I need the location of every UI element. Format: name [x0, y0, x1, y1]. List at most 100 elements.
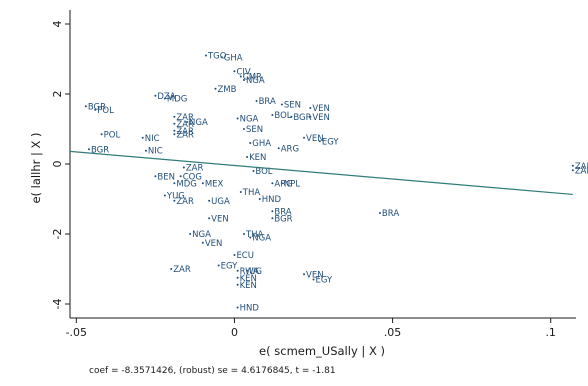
scatter-point — [87, 148, 90, 151]
point-label: BRA — [382, 209, 399, 219]
point-label: KEN — [240, 281, 257, 291]
scatter-point — [204, 54, 207, 57]
scatter-point — [236, 276, 239, 279]
scatter-point — [312, 278, 315, 281]
scatter-point — [318, 140, 321, 143]
point-label: EGY — [322, 137, 340, 147]
point-label: BEN — [157, 172, 175, 182]
point-label: DZA — [157, 92, 175, 102]
scatter-point — [246, 156, 249, 158]
scatter-point — [378, 212, 381, 214]
x-tick-label: .1 — [545, 326, 556, 339]
point-label: MDG — [167, 95, 187, 105]
scatter-point — [201, 241, 204, 244]
point-label: VEN — [312, 104, 330, 114]
scatter-point — [571, 169, 574, 172]
scatter-point — [173, 133, 176, 136]
y-tick-label: 4 — [51, 21, 64, 28]
scatter-point — [163, 97, 166, 100]
x-tick-label: -.05 — [66, 326, 87, 339]
point-label: EGY — [316, 276, 334, 286]
scatter-point — [154, 175, 157, 178]
point-label: BRA — [259, 97, 276, 107]
scatter-point — [214, 87, 217, 90]
scatter-point — [173, 199, 176, 202]
point-label: NGA — [192, 230, 211, 240]
point-label: UGA — [211, 197, 230, 207]
point-label: GHA — [224, 53, 243, 63]
point-label: ZAR — [176, 113, 194, 123]
point-label: ZAR — [186, 164, 204, 174]
scatter-point — [271, 210, 274, 213]
scatter-point — [173, 129, 176, 132]
point-label: UG — [249, 267, 262, 277]
y-tick-label: -4 — [51, 299, 64, 310]
point-label: MEX — [205, 179, 224, 189]
y-axis-title: e( lallhr | X ) — [29, 132, 43, 203]
scatter-point — [179, 175, 182, 178]
point-label: BGR — [274, 214, 292, 224]
point-label: BGR — [88, 102, 106, 112]
scatter-point — [233, 254, 236, 256]
point-label: NPL — [284, 179, 300, 189]
scatter-point — [84, 105, 87, 108]
point-label: NIC — [148, 147, 163, 157]
scatter-point — [249, 236, 252, 239]
point-label: CMR — [243, 73, 262, 83]
point-label: VEN — [306, 134, 324, 144]
scatter-point — [186, 121, 189, 123]
scatter-point — [290, 115, 293, 118]
point-label: GHA — [252, 139, 271, 149]
point-label: VEN — [205, 239, 223, 249]
point-label: MDG — [176, 179, 196, 189]
y-tick-label: 2 — [51, 91, 64, 98]
fit-line — [69, 150, 573, 196]
point-label: THA — [245, 230, 264, 240]
scatter-point — [144, 149, 147, 152]
point-label: ARG — [274, 179, 292, 189]
point-label: VEN — [312, 113, 330, 123]
point-label: ZAR — [176, 127, 194, 137]
y-tick-label: -2 — [51, 229, 64, 240]
scatter-point — [189, 233, 192, 235]
scatter-point — [182, 166, 185, 169]
scatter-point — [100, 133, 103, 136]
scatter-point — [271, 217, 274, 220]
point-label: TGO — [207, 52, 227, 62]
scatter-point — [280, 182, 283, 185]
scatter-point — [242, 128, 245, 130]
scatter-point — [239, 75, 242, 78]
scatter-point — [201, 182, 204, 185]
scatter-point — [208, 199, 211, 202]
point-label: RWA — [240, 267, 260, 277]
scatter-point — [242, 79, 245, 81]
point-label: ARG — [281, 144, 299, 154]
scatter-point — [252, 170, 255, 172]
scatter-point — [258, 198, 261, 200]
point-label: YUG — [166, 192, 185, 202]
scatter-point — [309, 107, 312, 109]
x-axis-title: e( scmem_USally | X ) — [259, 344, 385, 358]
point-label: KEN — [249, 153, 266, 163]
point-label: ZAR — [176, 120, 194, 130]
scatter-point — [236, 306, 239, 309]
x-tick-label: 0 — [231, 326, 238, 339]
scatter-point — [246, 269, 249, 272]
point-label: KEN — [240, 274, 257, 284]
point-label: HND — [240, 304, 260, 314]
scatter-point — [571, 164, 574, 167]
scatter-point — [271, 182, 274, 185]
scatter-point — [303, 273, 306, 276]
point-label: SEN — [284, 101, 301, 111]
point-label: ZAR — [575, 166, 588, 176]
point-label: ZAR — [575, 162, 588, 172]
scatter-point — [233, 70, 236, 73]
scatter-point — [236, 269, 239, 272]
point-label: ZAR — [176, 197, 194, 207]
point-label: NGA — [189, 118, 208, 128]
scatter-point — [236, 283, 239, 286]
scatter-point — [208, 217, 211, 220]
